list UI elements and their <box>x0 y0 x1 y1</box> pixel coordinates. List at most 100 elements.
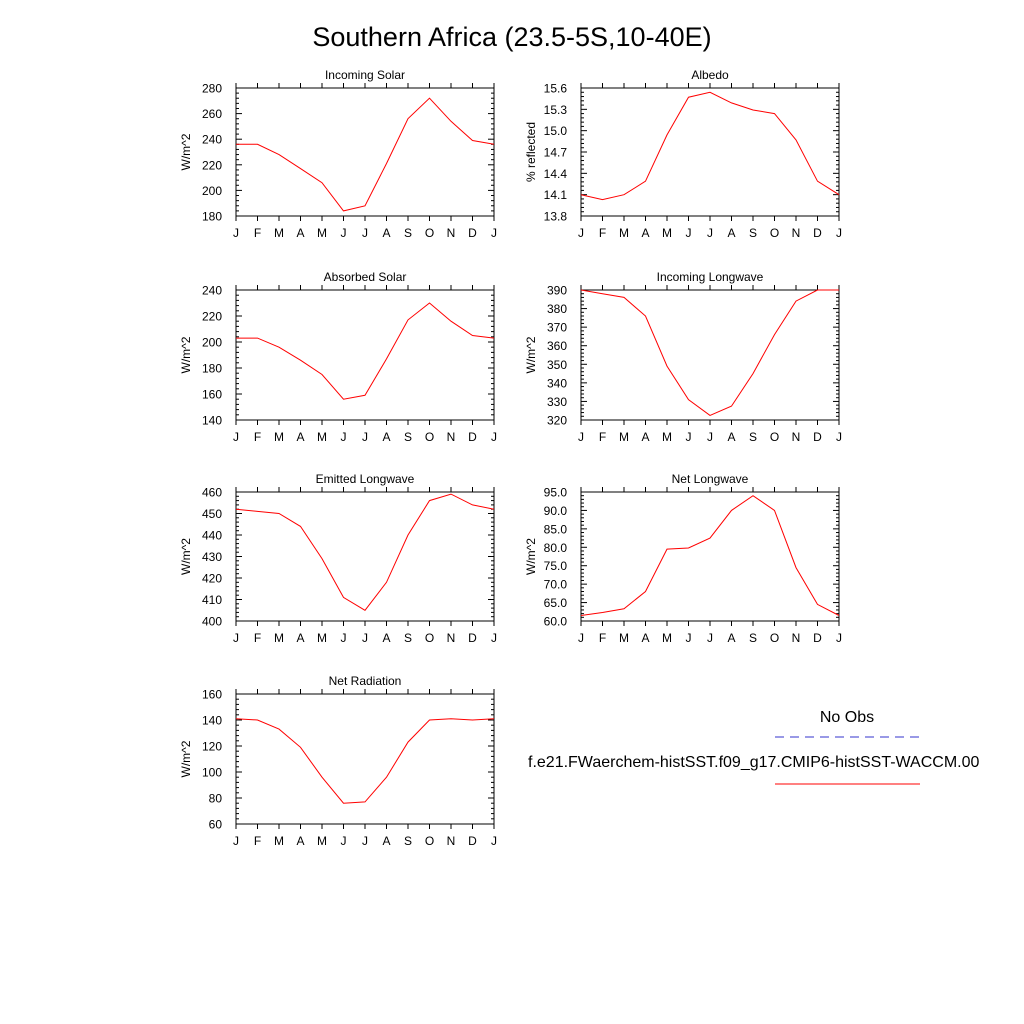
x-tick-label: M <box>619 226 629 240</box>
x-tick-label: A <box>296 430 304 444</box>
x-tick-label: S <box>749 430 757 444</box>
x-tick-label: J <box>578 430 584 444</box>
plot-frame <box>235 491 495 622</box>
x-tick-label: A <box>382 834 390 848</box>
y-tick-label: 240 <box>202 133 222 147</box>
x-tick-label: F <box>254 430 261 444</box>
panel-title: Net Radiation <box>329 674 402 688</box>
y-tick-label: 260 <box>202 107 222 121</box>
x-tick-label: O <box>770 631 779 645</box>
series-line <box>235 718 495 804</box>
x-tick-label: J <box>707 631 713 645</box>
plot-frame <box>235 289 495 421</box>
x-tick-label: A <box>296 834 304 848</box>
plot-frame <box>235 693 495 825</box>
panel-net-longwave: Net Longwave W/m^2 60.0 65.0 70.0 75.0 80.0 85.… <box>524 472 842 645</box>
x-tick-label: J <box>362 226 368 240</box>
x-tick-label: F <box>599 631 606 645</box>
y-tick-label: 350 <box>547 358 567 372</box>
x-tick-label: J <box>362 631 368 645</box>
y-tick-label: 450 <box>202 507 222 521</box>
plot-frame <box>580 289 840 421</box>
y-tick-label: 15.3 <box>544 103 568 117</box>
x-tick-label: D <box>813 226 822 240</box>
y-tick-label: 100 <box>202 766 222 780</box>
x-tick-label: N <box>447 226 456 240</box>
x-tick-label: M <box>662 226 672 240</box>
y-tick-label: 440 <box>202 529 222 543</box>
y-axis-label: W/m^2 <box>179 538 193 575</box>
y-tick-label: 60 <box>209 818 223 832</box>
x-tick-label: M <box>317 834 327 848</box>
x-tick-label: A <box>727 430 735 444</box>
x-tick-label: J <box>836 226 842 240</box>
x-tick-label: J <box>491 631 497 645</box>
y-tick-label: 370 <box>547 321 567 335</box>
y-axis-label: % reflected <box>524 122 538 182</box>
y-tick-label: 15.6 <box>544 82 568 96</box>
x-tick-label: S <box>749 631 757 645</box>
x-tick-label: M <box>662 631 672 645</box>
x-tick-label: A <box>641 631 649 645</box>
y-axis-label: W/m^2 <box>524 336 538 373</box>
x-tick-label: O <box>770 430 779 444</box>
x-tick-label: A <box>296 226 304 240</box>
x-tick-label: J <box>491 430 497 444</box>
x-tick-label: S <box>404 226 412 240</box>
y-tick-label: 75.0 <box>544 559 568 573</box>
x-tick-label: A <box>641 226 649 240</box>
plot-frame <box>580 491 840 622</box>
x-tick-label: N <box>792 631 801 645</box>
x-tick-label: J <box>233 226 239 240</box>
y-tick-label: 80 <box>209 792 223 806</box>
x-tick-label: A <box>727 631 735 645</box>
page-title: Southern Africa (23.5-5S,10-40E) <box>312 22 711 52</box>
x-tick-label: J <box>341 226 347 240</box>
series-line <box>235 493 495 611</box>
x-tick-label: S <box>749 226 757 240</box>
x-tick-label: J <box>686 631 692 645</box>
y-tick-label: 220 <box>202 158 222 172</box>
y-tick-label: 180 <box>202 210 222 224</box>
series-line <box>236 302 495 400</box>
x-tick-label: A <box>382 631 390 645</box>
panel-incoming-longwave: Incoming Longwave W/m^2 320 330 340 350 360 370… <box>524 270 842 444</box>
x-tick-label: J <box>836 430 842 444</box>
x-tick-label: J <box>686 226 692 240</box>
y-tick-label: 390 <box>547 284 567 298</box>
x-tick-label: J <box>341 834 347 848</box>
x-tick-label: J <box>341 631 347 645</box>
y-tick-label: 14.7 <box>544 146 568 160</box>
y-tick-label: 85.0 <box>544 522 568 536</box>
panel-title: Albedo <box>691 68 729 82</box>
legend: No Obs f.e21.FWaerchem-histSST.f09_g17.C… <box>528 709 980 785</box>
y-tick-label: 460 <box>202 486 222 500</box>
x-tick-label: O <box>425 226 434 240</box>
x-tick-label: D <box>813 430 822 444</box>
series-line <box>580 289 839 416</box>
y-tick-label: 280 <box>202 82 222 96</box>
x-tick-label: J <box>341 430 347 444</box>
x-tick-label: N <box>792 226 801 240</box>
x-tick-label: N <box>792 430 801 444</box>
y-tick-label: 14.1 <box>544 188 568 202</box>
y-tick-label: 90.0 <box>544 504 568 518</box>
y-tick-label: 410 <box>202 593 222 607</box>
y-tick-label: 160 <box>202 688 222 702</box>
y-tick-label: 95.0 <box>544 486 568 500</box>
y-tick-label: 320 <box>547 414 567 428</box>
y-tick-label: 65.0 <box>544 596 568 610</box>
legend-model-label: f.e21.FWaerchem-histSST.f09_g17.CMIP6-hi… <box>528 754 980 771</box>
panel-albedo: Albedo % reflected 13.8 14.1 14.4 14.7 15.0 15.… <box>524 68 842 240</box>
x-tick-label: J <box>578 631 584 645</box>
series-line <box>580 495 840 616</box>
legend-obs-label: No Obs <box>820 709 874 726</box>
x-tick-label: J <box>233 430 239 444</box>
y-tick-label: 200 <box>202 184 222 198</box>
x-tick-label: A <box>641 430 649 444</box>
panel-emitted-longwave: Emitted Longwave W/m^2 400 410 420 430 440 450 4… <box>179 472 497 645</box>
